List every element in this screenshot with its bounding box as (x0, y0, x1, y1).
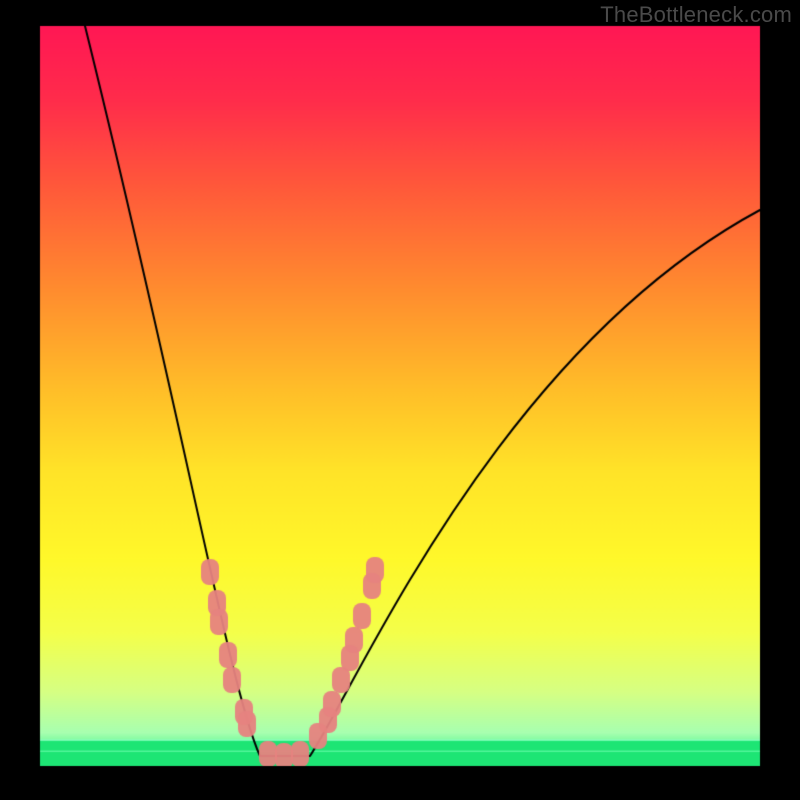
chart-stage: TheBottleneck.com (0, 0, 800, 800)
watermark-label: TheBottleneck.com (600, 2, 792, 28)
bottleneck-chart-canvas (0, 0, 800, 800)
